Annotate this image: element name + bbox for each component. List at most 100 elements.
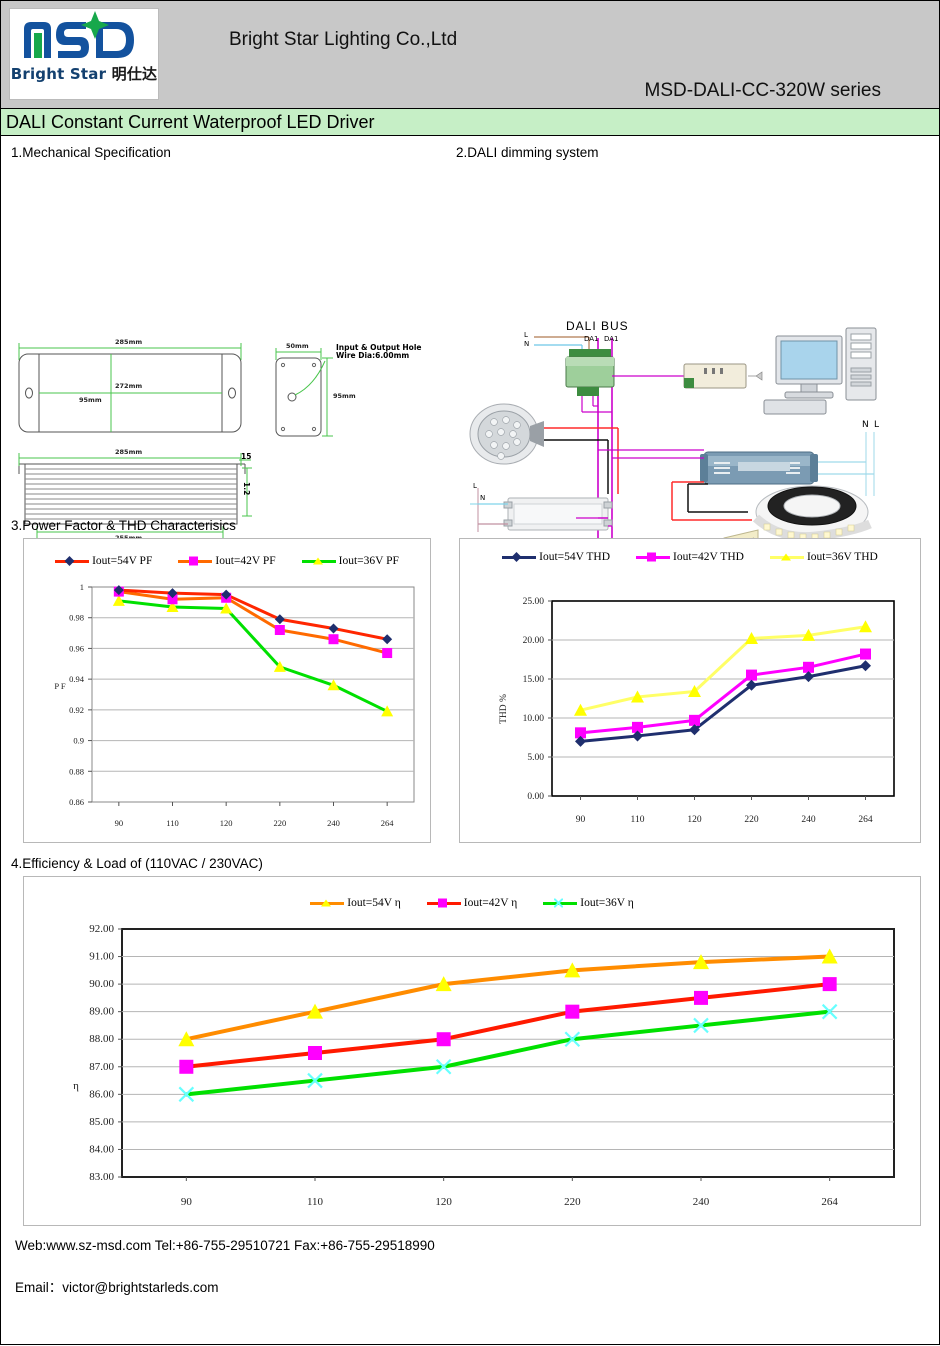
legend-marker-square [437, 898, 447, 908]
data-point [166, 600, 179, 612]
y-tick-label: 20.00 [523, 636, 545, 646]
efficiency-plot-area: 92.00 91.00 90.00 89.00 88.00 87.00 86.00 85.00… [24, 877, 922, 1227]
y-tick-label: 89.00 [89, 1006, 114, 1018]
legend-label: Iout=36V THD [806, 551, 878, 563]
y-tick-label: 0.86 [69, 797, 84, 807]
legend-label: Iout=54V PF [92, 555, 153, 567]
data-point [859, 620, 872, 633]
y-tick-label: 0.00 [527, 792, 544, 802]
data-point [574, 703, 587, 716]
y-tick-label: 0.9 [73, 736, 84, 746]
y-tick-label: 83.00 [89, 1171, 114, 1183]
data-point [821, 948, 838, 964]
data-point [307, 1072, 323, 1089]
legend-line [502, 552, 537, 562]
dim-width: 95mm [79, 396, 102, 404]
legend-item-eff-2: Iout=36V η [543, 897, 634, 909]
legend-line [178, 556, 213, 566]
product-series: MSD-DALI-CC-320W series [644, 80, 881, 101]
section-3-heading: 3.Power Factor & THD Characterisics [11, 518, 236, 533]
data-point [178, 1031, 195, 1047]
mains-neutral-left-label: N [480, 494, 486, 502]
x-tick-label: 264 [381, 818, 395, 828]
data-point [693, 954, 709, 970]
data-point [328, 623, 339, 634]
data-point [564, 1031, 581, 1048]
data-point [220, 602, 233, 614]
data-point [631, 690, 644, 703]
data-point [688, 684, 701, 697]
pf-chart-legend: Iout=54V PF Iout=42V PF Iout=36V PF [24, 555, 430, 567]
series-line [579, 664, 867, 743]
dim-fin-top: 15 [241, 452, 252, 461]
efficiency-chart: Iout=54V η Iout=42V η Iout=36V η 92.00 91.0… [23, 876, 921, 1226]
section-2-heading: 2.DALI dimming system [456, 145, 599, 160]
content-frame: 1.Mechanical Specification 2.DALI dimmin… [0, 136, 940, 1345]
pf-plot-area: 1 0.98 0.96 0.94 0.92 0.9 0.88 0.86 90 110 120 220 2… [24, 539, 432, 844]
dim-side-width: 50mm [286, 342, 309, 350]
y-axis-title: THD % [499, 694, 509, 724]
legend-label: Iout=54V THD [539, 551, 611, 563]
series-line [184, 982, 832, 1069]
y-tick-label: 0.96 [69, 643, 84, 653]
x-tick-label: 264 [858, 815, 873, 825]
legend-marker-square [189, 556, 199, 566]
legend-item-eff-0: Iout=54V η [310, 897, 401, 909]
data-point [745, 631, 758, 644]
data-point [694, 990, 708, 1005]
x-tick-label: 264 [821, 1196, 838, 1208]
footer-email-line: Email：victor@brightstarleds.com [15, 1280, 219, 1295]
legend-line [301, 557, 336, 565]
y-tick-label: 87.00 [89, 1061, 114, 1073]
y-tick-label: 92.00 [89, 923, 114, 935]
logo-mark [10, 9, 158, 67]
x-tick-label: 110 [307, 1196, 324, 1208]
x-tick-label: 220 [744, 815, 759, 825]
data-point [113, 585, 124, 596]
y-tick-label: 86.00 [89, 1088, 114, 1100]
legend-item-pf-1: Iout=42V PF [178, 555, 276, 567]
data-point [382, 634, 393, 645]
x-tick-label: 120 [220, 818, 233, 828]
legend-marker-triangle [321, 899, 332, 907]
mains-n-right-label: N [862, 420, 869, 430]
legend-label: Iout=42V THD [673, 551, 744, 563]
legend-line [426, 898, 461, 908]
mains-neutral-top-label: N [524, 340, 530, 348]
data-point [435, 976, 452, 992]
data-point [167, 594, 178, 605]
legend-label: Iout=42V η [463, 897, 518, 909]
data-point [435, 1058, 452, 1075]
data-point [565, 1004, 580, 1019]
mains-live-top-label: L [524, 331, 528, 339]
eff-chart-svg: 92.00 91.00 90.00 89.00 88.00 87.00 86.00 85.00… [73, 923, 895, 1208]
data-point [632, 730, 643, 742]
data-point [274, 614, 285, 625]
x-tick-label: 240 [801, 815, 816, 825]
data-point [689, 714, 700, 726]
data-point [167, 588, 178, 599]
series-line [579, 625, 867, 712]
data-point [221, 589, 232, 600]
msd-logo-icon [24, 11, 134, 58]
x-tick-label: 90 [181, 1196, 193, 1208]
y-tick-label: 25.00 [523, 597, 545, 607]
x-tick-label: 240 [693, 1196, 710, 1208]
data-point [273, 660, 286, 672]
legend-item-pf-0: Iout=54V PF [55, 555, 152, 567]
thd-chart-svg: 25.00 20.00 15.00 10.00 5.00 0.00 90 110 120 220 2… [499, 597, 895, 825]
data-point [381, 705, 394, 717]
thd-chart: Iout=54V THD Iout=42V THD Iout=36V THD 25.… [459, 538, 921, 843]
legend-label: Iout=36V η [580, 897, 634, 909]
y-tick-label: 0.92 [69, 705, 84, 715]
legend-item-thd-1: Iout=42V THD [636, 551, 744, 563]
product-title-bar: DALI Constant Current Waterproof LED Dri… [0, 108, 940, 136]
data-point [802, 628, 815, 641]
company-name: Bright Star Lighting Co.,Ltd [229, 29, 458, 50]
section-1-heading: 1.Mechanical Specification [11, 145, 171, 160]
series-line [117, 599, 389, 713]
y-tick-label: 91.00 [89, 951, 114, 963]
legend-label: Iout=54V η [347, 897, 401, 909]
x-tick-label: 220 [564, 1196, 581, 1208]
